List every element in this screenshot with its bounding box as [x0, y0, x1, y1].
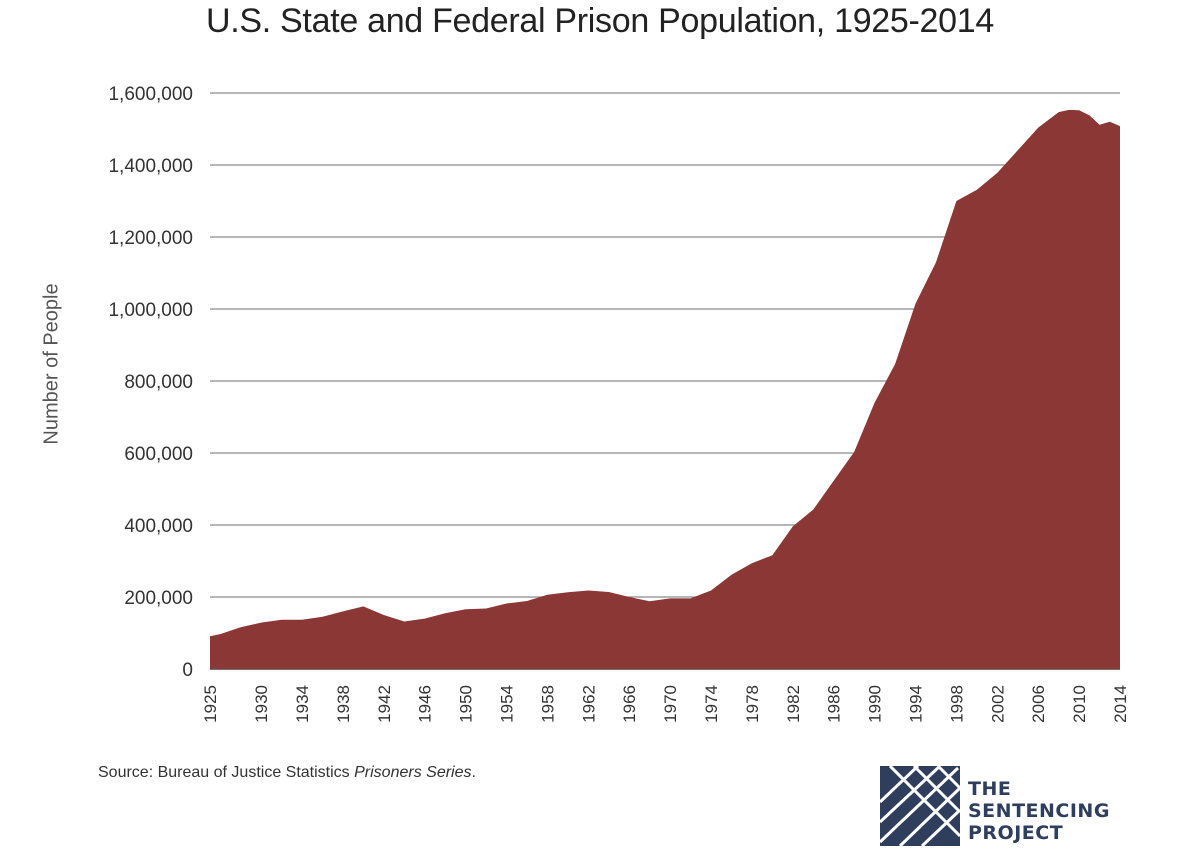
x-tick-label: 1982: [784, 685, 803, 723]
x-tick-label: 2010: [1070, 685, 1089, 723]
x-tick-label: 1925: [201, 685, 220, 723]
x-tick-label: 1978: [743, 685, 762, 723]
x-tick-label: 1970: [661, 685, 680, 723]
y-tick-label: 0: [182, 660, 193, 681]
area-fill: [210, 109, 1120, 669]
x-tick-label: 1990: [866, 685, 885, 723]
x-tick-label: 1954: [498, 685, 517, 723]
y-tick-label: 1,000,000: [108, 300, 193, 321]
logo-line-2: SENTENCING: [968, 800, 1110, 822]
x-tick-label: 1998: [947, 685, 966, 723]
x-tick-label: 2002: [988, 685, 1007, 723]
x-tick-label: 1934: [293, 685, 312, 723]
logo-mark-icon: [878, 764, 962, 848]
y-tick-label: 800,000: [124, 372, 193, 393]
source-note: Source: Bureau of Justice Statistics Pri…: [98, 764, 476, 782]
y-tick-label: 400,000: [124, 516, 193, 537]
x-tick-label: 1930: [252, 685, 271, 723]
x-tick-label: 1962: [579, 685, 598, 723]
y-tick-label: 1,200,000: [108, 228, 193, 249]
chart-title: U.S. State and Federal Prison Population…: [205, 2, 994, 40]
y-tick-label: 1,600,000: [108, 84, 193, 105]
x-tick-label: 1950: [457, 685, 476, 723]
source-suffix: .: [471, 764, 476, 781]
x-tick-label: 1974: [702, 685, 721, 723]
y-tick-label: 600,000: [124, 444, 193, 465]
x-tick-label: 1938: [334, 685, 353, 723]
x-tick-label: 1946: [416, 685, 435, 723]
y-tick-labels: 0 200,000 400,000 600,000 800,000 1,000,000 1,…: [108, 84, 193, 681]
logo-text: THE SENTENCING PROJECT: [968, 778, 1110, 844]
y-tick-label: 1,400,000: [108, 156, 193, 177]
x-tick-label: 1966: [620, 685, 639, 723]
area-series: [210, 109, 1120, 669]
logo-line-1: THE: [968, 778, 1012, 800]
x-tick-label: 1986: [825, 685, 844, 723]
x-tick-label: 1958: [538, 685, 557, 723]
x-tick-label: 2014: [1111, 685, 1130, 723]
source-italic: Prisoners Series: [354, 764, 472, 781]
sentencing-project-logo: THE SENTENCING PROJECT: [878, 764, 1140, 848]
logo-line-3: PROJECT: [968, 822, 1064, 844]
x-tick-label: 2006: [1029, 685, 1048, 723]
x-tick-labels: 1925 1930 1934 1938 1942 1946 1950 1954 1958 1962…: [201, 685, 1130, 723]
area-chart: 0 200,000 400,000 600,000 800,000 1,000,000 1,…: [108, 84, 1130, 723]
source-prefix: Source: Bureau of Justice Statistics: [98, 764, 355, 781]
x-tick-label: 1994: [907, 685, 926, 723]
y-tick-label: 200,000: [124, 588, 193, 609]
x-tick-label: 1942: [375, 685, 394, 723]
